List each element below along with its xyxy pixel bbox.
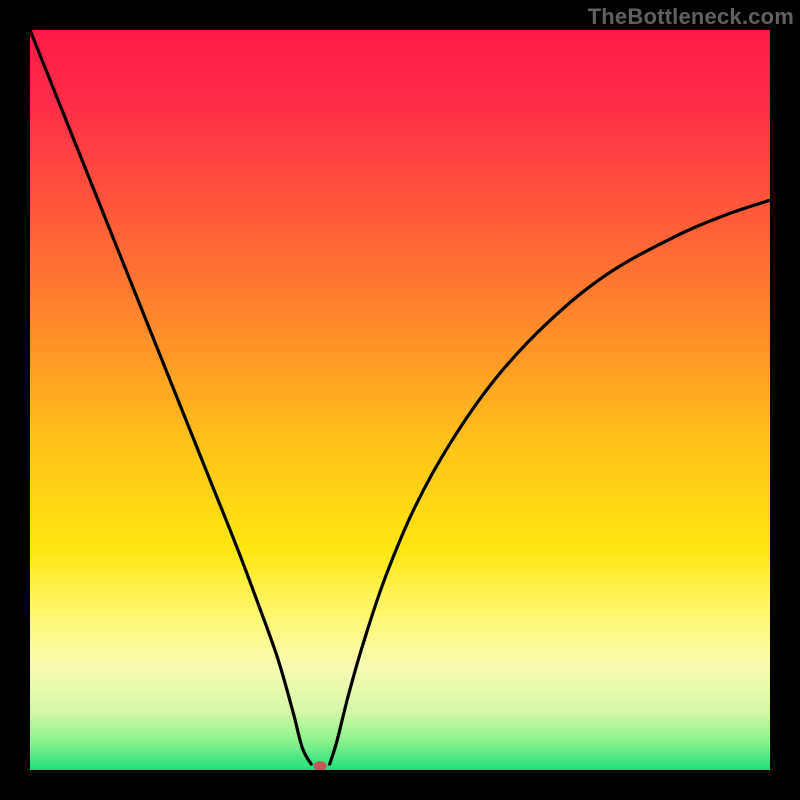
watermark-text: TheBottleneck.com xyxy=(588,4,794,30)
gradient-background xyxy=(30,30,770,770)
plot-area xyxy=(30,30,770,770)
bottleneck-chart-svg xyxy=(30,30,770,770)
chart-container: TheBottleneck.com xyxy=(0,0,800,800)
